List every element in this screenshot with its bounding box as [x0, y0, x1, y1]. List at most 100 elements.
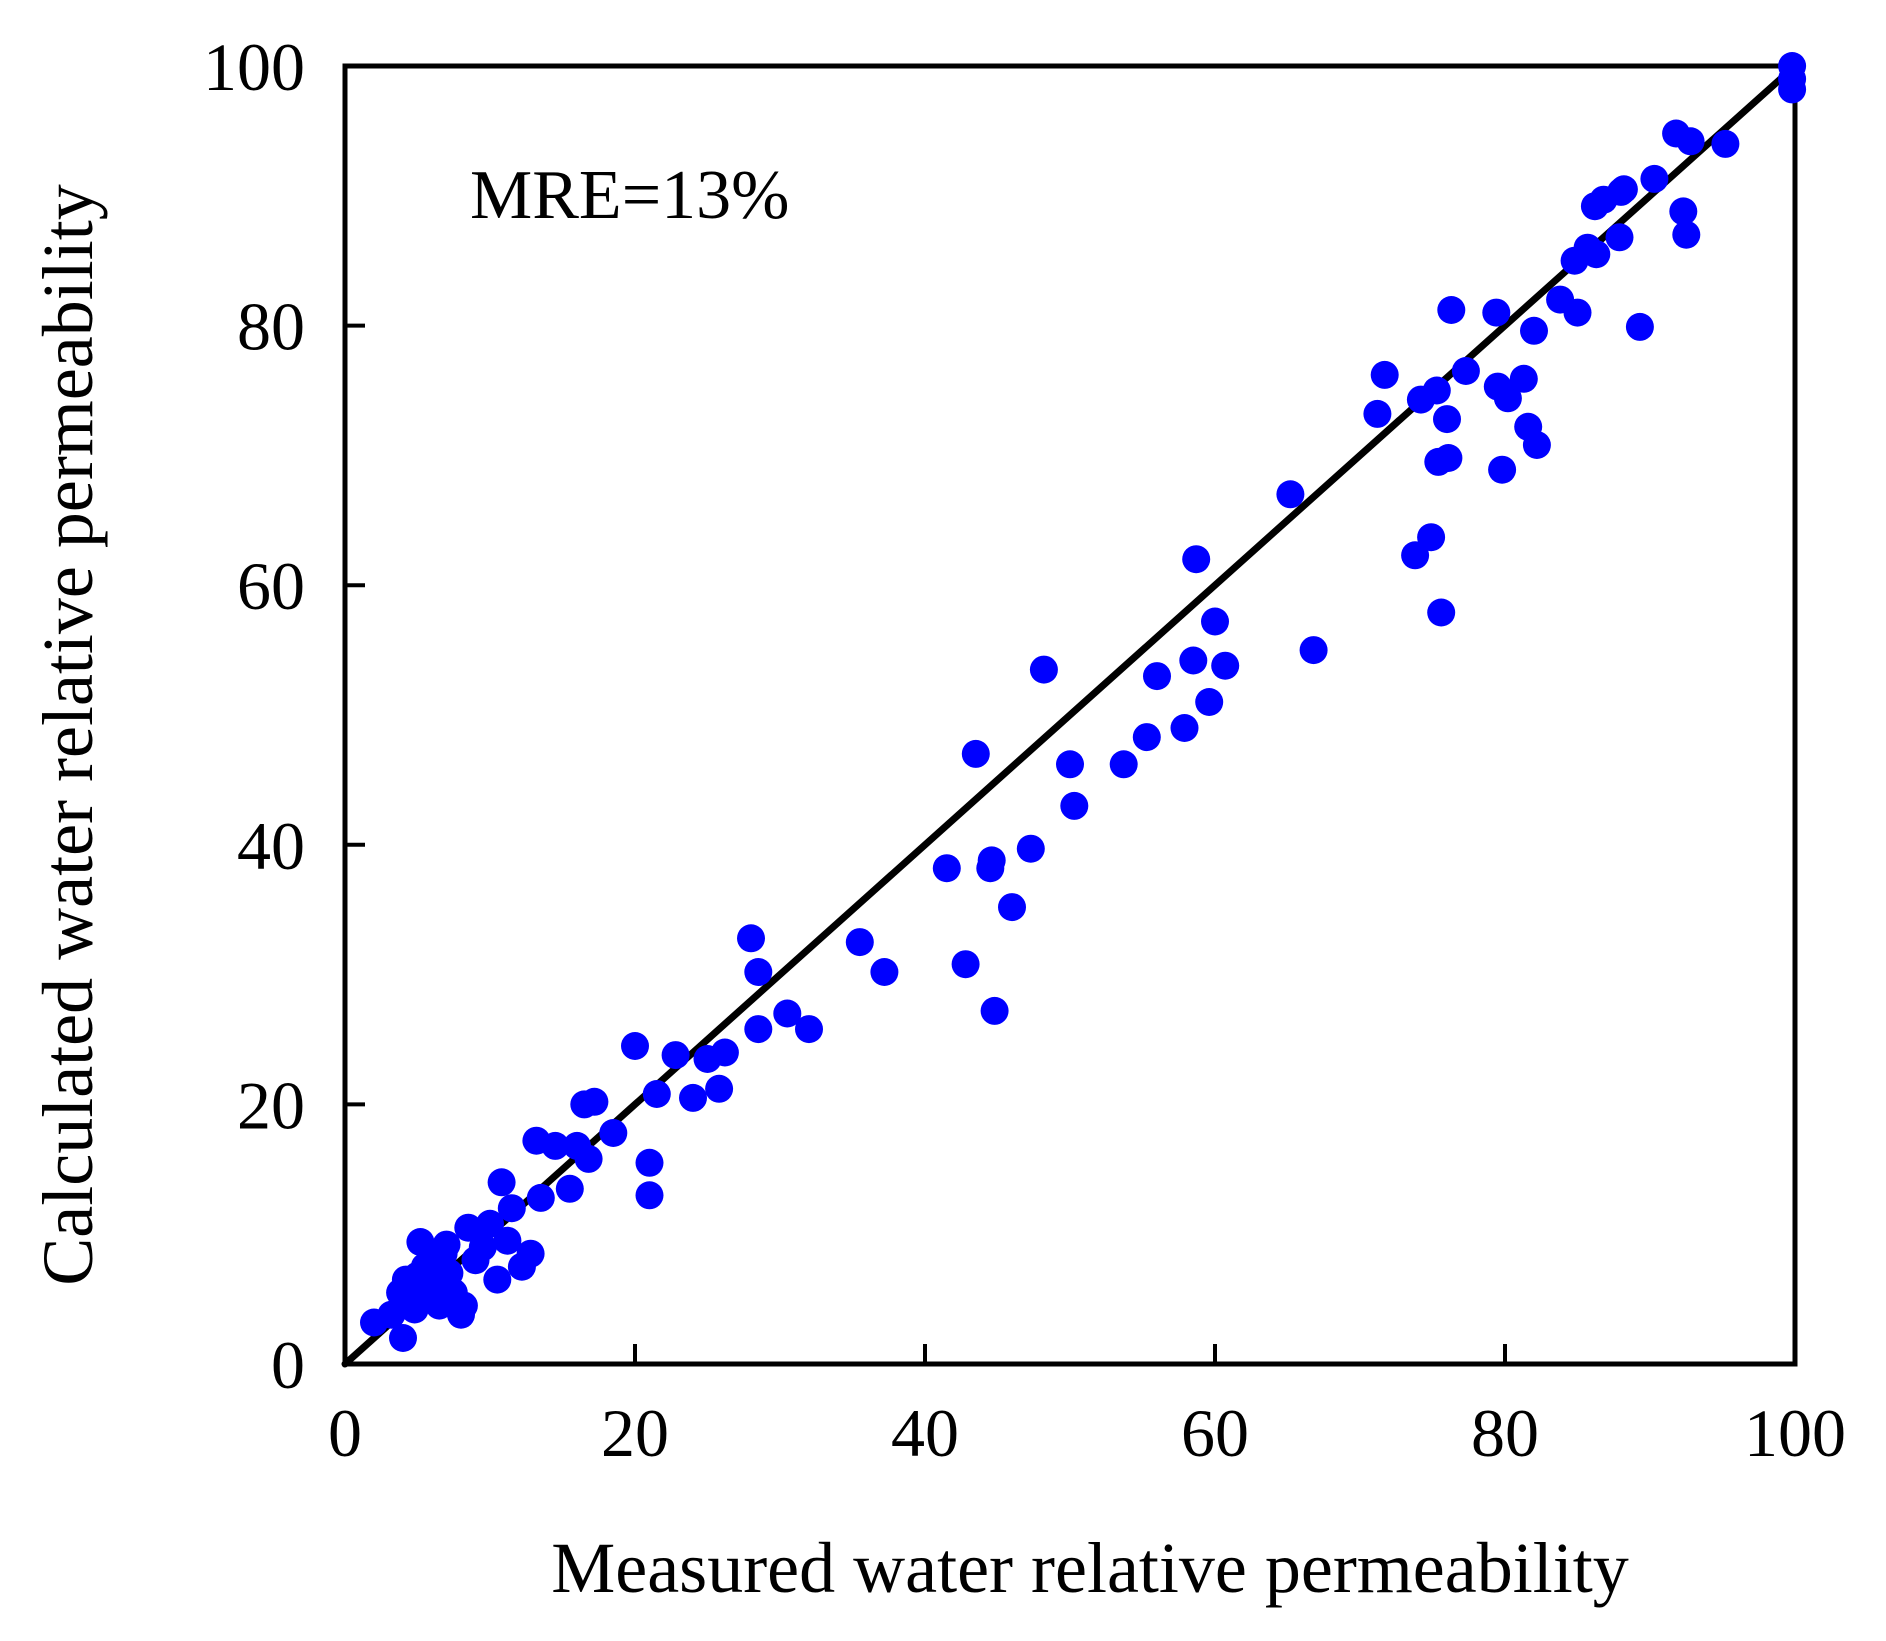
data-point	[1109, 750, 1138, 779]
data-points-layer	[360, 52, 1807, 1352]
data-point	[1625, 312, 1654, 341]
data-point	[1195, 688, 1224, 716]
data-point	[1582, 240, 1611, 269]
data-point	[1640, 164, 1669, 193]
data-point	[710, 1038, 739, 1067]
x-tick-label: 40	[891, 1395, 959, 1471]
data-point	[1060, 791, 1089, 820]
data-point	[773, 999, 802, 1028]
mre-annotation: MRE=13%	[470, 157, 789, 234]
data-point	[1401, 541, 1430, 570]
x-tick-label: 60	[1181, 1395, 1249, 1471]
data-point	[1676, 127, 1705, 156]
data-point	[1778, 75, 1807, 104]
data-point	[951, 950, 980, 979]
data-point	[1363, 399, 1392, 428]
y-tick-label: 100	[203, 29, 305, 105]
data-point	[1482, 298, 1511, 327]
data-point	[377, 1300, 406, 1329]
data-point	[1056, 750, 1084, 779]
data-point	[635, 1181, 664, 1210]
data-point	[1422, 376, 1451, 405]
data-point	[977, 846, 1006, 875]
y-tick-label: 0	[271, 1327, 305, 1403]
plot-frame	[342, 63, 1798, 1367]
data-point	[1605, 223, 1634, 252]
data-point	[1520, 316, 1548, 345]
data-point	[580, 1087, 609, 1116]
data-point	[1437, 296, 1466, 324]
data-point	[845, 928, 874, 957]
data-point	[483, 1265, 512, 1294]
data-point	[1493, 384, 1522, 413]
data-point	[998, 893, 1026, 922]
data-point	[1488, 455, 1517, 484]
data-point	[1029, 655, 1058, 684]
x-axis-title: Measured water relative permeability	[551, 1528, 1629, 1608]
data-point	[1711, 129, 1740, 158]
data-point	[642, 1080, 671, 1108]
plot-area-frame	[342, 63, 1798, 1367]
data-point	[870, 958, 899, 986]
data-point	[1427, 598, 1456, 627]
data-point	[1143, 662, 1171, 691]
data-point	[1451, 357, 1480, 385]
data-point	[1276, 480, 1305, 509]
data-point	[961, 739, 990, 768]
axis-labels-layer: Measured water relative permeability Calc…	[28, 157, 1629, 1608]
data-point	[744, 958, 773, 986]
data-point	[1299, 636, 1328, 665]
data-point	[1170, 714, 1199, 742]
data-point	[1434, 444, 1463, 472]
data-point	[1522, 431, 1551, 459]
data-point	[555, 1174, 584, 1203]
data-point	[1211, 651, 1240, 680]
data-point	[454, 1213, 483, 1242]
data-point	[661, 1041, 690, 1070]
y-tick-label: 20	[237, 1067, 305, 1143]
data-point	[476, 1209, 504, 1238]
y-tick-label: 80	[237, 289, 305, 365]
data-point	[1609, 175, 1638, 204]
data-point	[526, 1183, 555, 1212]
data-point	[400, 1295, 429, 1324]
axis-ticks-layer: 0 20 40 60 80 100 0 20 40 60 80 100	[203, 29, 1846, 1471]
data-point	[1201, 607, 1229, 636]
y-axis-title: Calculated water relative permeability	[28, 184, 108, 1285]
data-point	[487, 1168, 516, 1197]
y-tick-label: 60	[237, 548, 305, 624]
data-point	[1669, 197, 1698, 226]
data-point	[599, 1119, 628, 1147]
data-point	[1132, 723, 1161, 752]
x-tick-label: 20	[601, 1395, 669, 1471]
data-point	[516, 1239, 545, 1268]
data-point	[744, 1015, 773, 1044]
data-point	[679, 1083, 707, 1112]
x-tick-label: 0	[328, 1395, 362, 1471]
x-tick-label: 100	[1744, 1395, 1846, 1471]
y-tick-label: 40	[237, 808, 305, 884]
data-point	[468, 1233, 497, 1262]
data-point	[1016, 834, 1045, 863]
data-point	[1509, 364, 1538, 393]
data-point	[1370, 360, 1399, 389]
data-point	[795, 1015, 823, 1044]
data-point	[493, 1226, 522, 1255]
data-point	[1563, 298, 1592, 327]
data-point	[1179, 646, 1208, 675]
data-point	[1672, 220, 1701, 249]
data-point	[497, 1194, 526, 1223]
data-point	[541, 1131, 570, 1160]
data-point	[389, 1324, 417, 1352]
data-point	[1182, 545, 1211, 574]
x-tick-label: 80	[1471, 1395, 1539, 1471]
data-point	[635, 1148, 664, 1177]
data-point	[574, 1144, 603, 1173]
data-point	[449, 1291, 478, 1320]
data-point	[621, 1032, 649, 1060]
data-point	[1417, 523, 1446, 552]
data-point	[1433, 405, 1461, 434]
data-point	[705, 1074, 734, 1103]
data-point	[932, 854, 961, 883]
